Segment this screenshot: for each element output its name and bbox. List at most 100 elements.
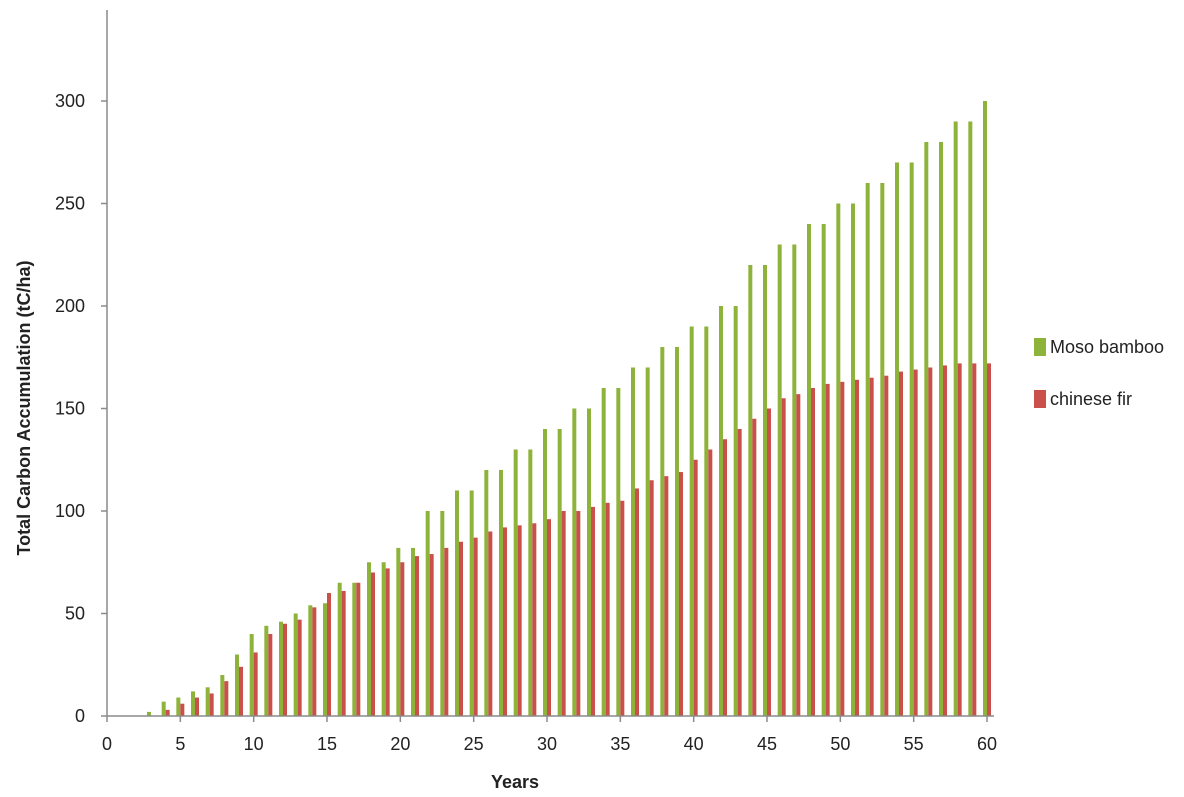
bar-chinese-fir-year-8 (224, 681, 229, 716)
y-tick-label: 200 (55, 296, 85, 316)
bar-moso-bamboo-year-38 (660, 347, 665, 716)
bar-moso-bamboo-year-22 (425, 511, 430, 716)
bar-chinese-fir-year-29 (532, 523, 537, 716)
bar-chinese-fir-year-4 (165, 709, 170, 716)
bar-chinese-fir-year-54 (899, 371, 903, 716)
bar-chinese-fir-year-48 (811, 388, 815, 716)
bar-moso-bamboo-year-49 (821, 224, 826, 716)
bar-chinese-fir-year-49 (825, 383, 830, 716)
bar-chinese-fir-year-9 (239, 666, 243, 716)
bar-moso-bamboo-year-54 (895, 162, 899, 716)
bar-moso-bamboo-year-18 (367, 562, 371, 716)
bar-chinese-fir-year-20 (400, 562, 405, 716)
bar-chinese-fir-year-7 (209, 693, 214, 716)
bar-chinese-fir-year-55 (913, 369, 918, 716)
bar-moso-bamboo-year-33 (587, 408, 591, 716)
bars-group (147, 101, 991, 716)
x-tick-label: 60 (977, 734, 997, 754)
bar-moso-bamboo-year-26 (484, 470, 489, 716)
x-tick-label: 50 (830, 734, 850, 754)
bar-chinese-fir-year-46 (781, 398, 786, 716)
bar-moso-bamboo-year-55 (909, 162, 914, 716)
bar-moso-bamboo-year-7 (205, 687, 210, 716)
x-tick-label: 40 (684, 734, 704, 754)
bar-chinese-fir-year-27 (503, 527, 507, 716)
bar-chinese-fir-year-17 (356, 582, 361, 716)
bar-chinese-fir-year-59 (972, 363, 977, 716)
x-tick-label: 10 (244, 734, 264, 754)
bar-moso-bamboo-year-23 (440, 511, 445, 716)
x-axis-title: Years (491, 772, 539, 792)
bar-chinese-fir-year-42 (723, 439, 727, 716)
bar-chinese-fir-year-21 (415, 556, 419, 716)
legend-label-chinese-fir: chinese fir (1050, 389, 1132, 409)
bar-chinese-fir-year-22 (429, 554, 434, 716)
bar-moso-bamboo-year-21 (411, 547, 415, 716)
bar-moso-bamboo-year-4 (161, 701, 166, 716)
bar-chinese-fir-year-10 (253, 652, 258, 716)
bar-moso-bamboo-year-53 (880, 183, 885, 716)
bar-chinese-fir-year-5 (180, 703, 185, 716)
bar-chinese-fir-year-25 (473, 537, 478, 716)
bar-chinese-fir-year-60 (987, 363, 991, 716)
bar-chinese-fir-year-11 (268, 634, 273, 716)
bar-moso-bamboo-year-30 (543, 429, 547, 716)
bar-moso-bamboo-year-57 (939, 142, 943, 716)
bar-moso-bamboo-year-32 (572, 408, 577, 716)
x-ticks-group: 0 5 10 15 20 25 30 35 40 45 50 55 60 (102, 716, 997, 754)
bar-moso-bamboo-year-16 (337, 582, 342, 716)
bar-chinese-fir-year-23 (444, 547, 449, 716)
bar-chinese-fir-year-43 (737, 429, 742, 716)
bar-chinese-fir-year-31 (561, 511, 566, 716)
bar-chinese-fir-year-53 (884, 375, 889, 716)
bar-moso-bamboo-year-20 (396, 547, 401, 716)
bar-moso-bamboo-year-14 (308, 605, 313, 716)
x-tick-label: 5 (175, 734, 185, 754)
bar-chinese-fir-year-47 (796, 394, 801, 716)
bar-moso-bamboo-year-11 (264, 625, 269, 716)
x-tick-label: 15 (317, 734, 337, 754)
bar-chinese-fir-year-41 (708, 449, 713, 716)
x-tick-label: 30 (537, 734, 557, 754)
bar-moso-bamboo-year-13 (293, 613, 298, 716)
y-tick-label: 150 (55, 399, 85, 419)
bar-moso-bamboo-year-34 (601, 388, 606, 716)
bar-moso-bamboo-year-17 (352, 582, 357, 716)
bar-moso-bamboo-year-58 (953, 121, 958, 716)
legend-swatch-moso-bamboo (1034, 338, 1046, 356)
bar-chinese-fir-year-37 (649, 480, 654, 716)
y-tick-label: 0 (75, 706, 85, 726)
bar-moso-bamboo-year-8 (220, 675, 225, 716)
x-tick-label: 55 (904, 734, 924, 754)
bar-chinese-fir-year-12 (283, 623, 287, 716)
bar-chinese-fir-year-28 (517, 525, 522, 716)
bar-moso-bamboo-year-48 (807, 224, 811, 716)
bar-moso-bamboo-year-35 (616, 388, 621, 716)
bar-chinese-fir-year-39 (679, 472, 683, 716)
bar-chinese-fir-year-38 (664, 476, 669, 716)
bar-chinese-fir-year-30 (547, 519, 551, 716)
y-tick-label: 250 (55, 194, 85, 214)
bar-moso-bamboo-year-50 (836, 203, 841, 716)
bar-moso-bamboo-year-5 (176, 697, 181, 716)
y-tick-label: 300 (55, 91, 85, 111)
y-ticks-group: 0 50 100 150 200 250 300 (55, 91, 107, 726)
bar-moso-bamboo-year-15 (323, 603, 327, 716)
bar-chinese-fir-year-58 (957, 363, 962, 716)
bar-moso-bamboo-year-9 (235, 654, 239, 716)
bar-chinese-fir-year-13 (297, 619, 302, 716)
bar-moso-bamboo-year-24 (455, 490, 459, 716)
legend-swatch-chinese-fir (1034, 390, 1046, 408)
bar-moso-bamboo-year-52 (865, 183, 870, 716)
bar-chinese-fir-year-34 (605, 502, 610, 716)
bar-chinese-fir-year-35 (620, 500, 625, 716)
bar-moso-bamboo-year-27 (499, 470, 503, 716)
bar-chinese-fir-year-15 (327, 593, 331, 716)
bar-moso-bamboo-year-60 (983, 101, 987, 716)
bar-chinese-fir-year-56 (928, 367, 933, 716)
bar-moso-bamboo-year-56 (924, 142, 929, 716)
bar-moso-bamboo-year-42 (719, 306, 723, 716)
bar-moso-bamboo-year-37 (645, 367, 650, 716)
bar-moso-bamboo-year-46 (777, 244, 782, 716)
x-tick-label: 45 (757, 734, 777, 754)
